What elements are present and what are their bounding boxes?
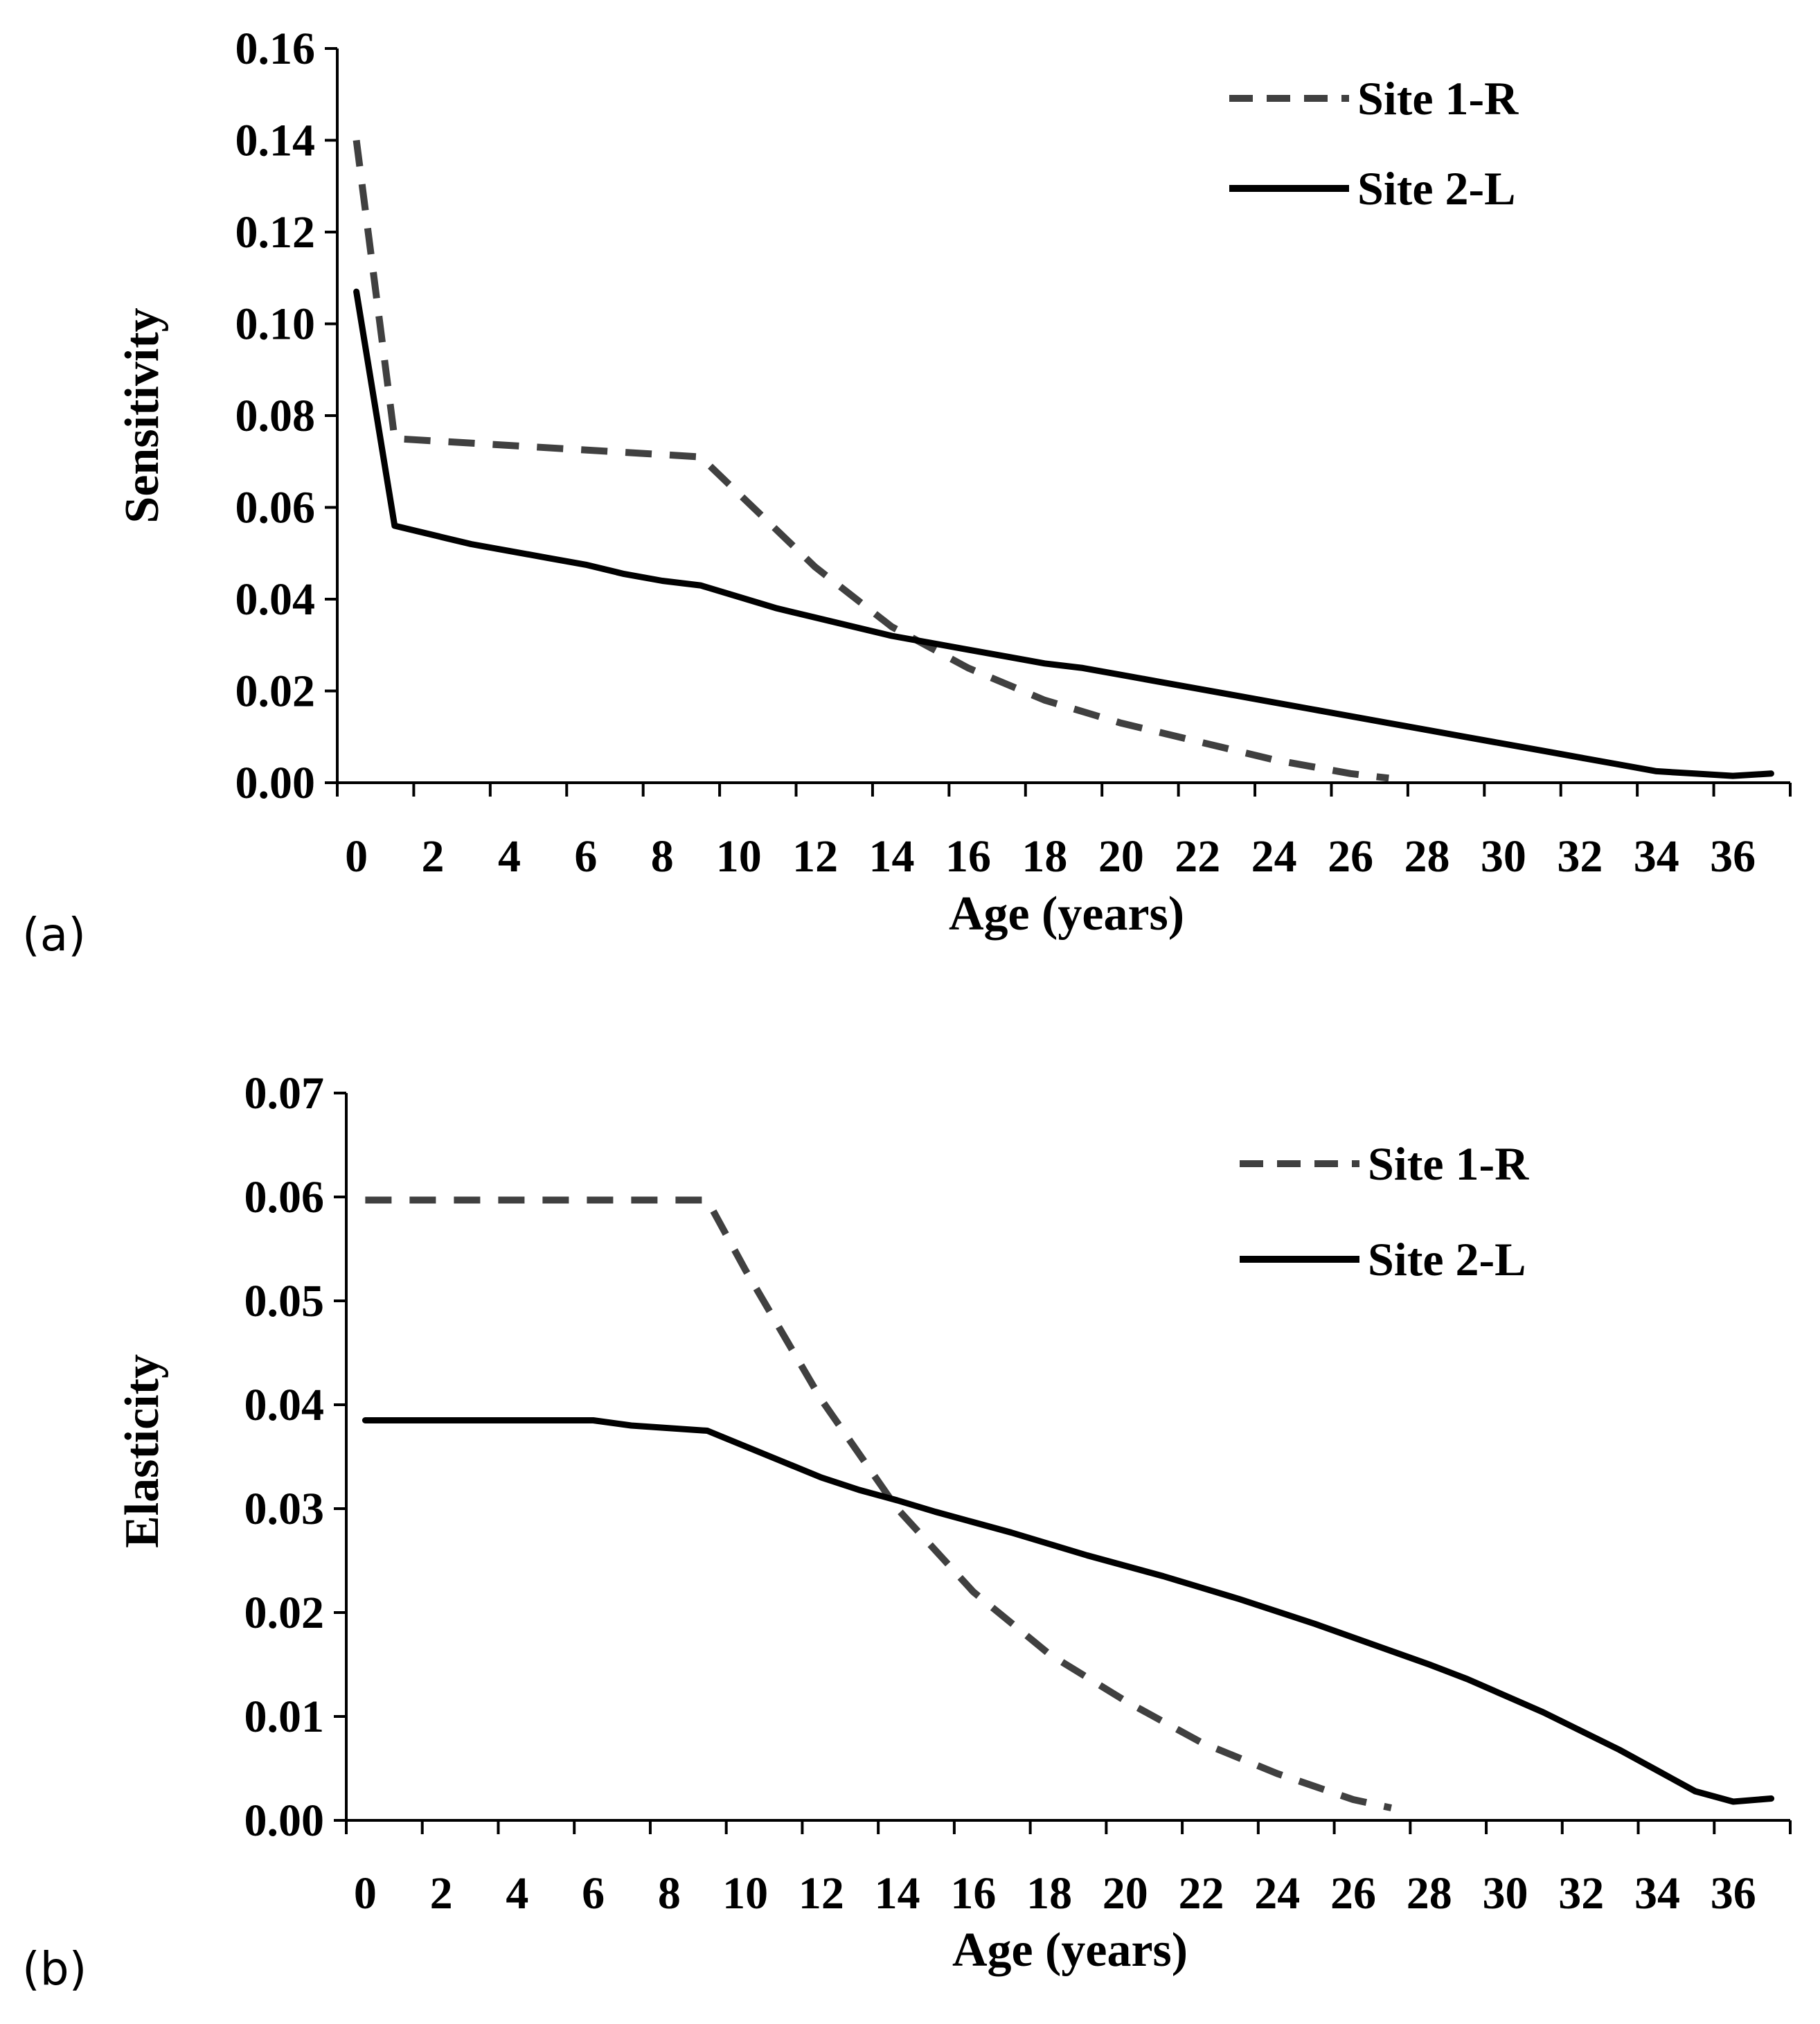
panel-a-x-tick-label: 34 [1634,831,1679,882]
panel-a-x-tick-label: 2 [422,831,445,882]
panel-b-x-tick-label: 30 [1482,1868,1528,1919]
panel-a-series [353,139,1774,782]
panel-a-y-tick-label: 0.10 [235,299,316,350]
panel-a-y-tick-label: 0.00 [235,758,316,808]
panel-b-axes [345,1093,1790,1822]
panel-b-x-tick-label: 20 [1103,1868,1148,1919]
panel-a-series-site2-line [353,288,1774,779]
panel-b-y-ticks: 0.00 0.01 0.02 0.03 0.04 0.05 0.06 0.07 [244,1068,346,1846]
panel-a-x-tick-label: 0 [345,831,368,882]
panel-a-y-tick-label: 0.08 [235,391,316,441]
panel-b-y-axis-title: Elasticity [116,1354,169,1548]
panel-a-x-tick-label: 24 [1251,831,1297,882]
panel-a-y-axis-title: Sensitivity [116,308,169,523]
panel-a-y-ticks: 0.00 0.02 0.04 0.06 0.08 0.10 0.12 0.14 0.16 [235,24,337,808]
panel-a-y-tick-label: 0.06 [235,483,316,533]
panel-a-x-tick-label: 10 [716,831,762,882]
panel-a-series-site1-line [353,139,1389,782]
panel-a-label: (a) [22,908,86,961]
panel-b-x-tick-label: 32 [1558,1868,1604,1919]
panel-b-series-site2-line [362,1417,1775,1805]
panel-b-y-tick-label: 0.07 [244,1068,325,1119]
panel-b-y-tick-label: 0.04 [244,1380,325,1430]
panel-a-x-tick-label: 6 [574,831,597,882]
panel-a-y-tick-label: 0.12 [235,207,316,258]
panel-b-legend-label-site1: Site 1-R [1368,1137,1529,1190]
panel-a-axes [336,48,1790,784]
panel-b-x-tick-label: 28 [1407,1868,1452,1919]
panel-a-x-tick-label: 8 [651,831,674,882]
panel-b-x-ticks: 0 2 4 6 8 10 12 14 16 18 20 22 24 26 28 30 32 34 36 [345,1820,1792,1919]
panel-b-x-tick-label: 34 [1634,1868,1680,1919]
panel-a-y-tick-label: 0.04 [235,574,316,625]
panel-b-legend: Site 1-R Site 2-L [1240,1137,1529,1286]
panel-a-x-tick-label: 32 [1557,831,1603,882]
panel-a-x-ticks: 0 2 4 6 8 10 12 14 16 18 20 22 24 26 28 30 32 34 36 [336,783,1792,882]
panel-a-x-axis-title: Age (years) [949,887,1184,941]
panel-a-x-tick-label: 12 [792,831,838,882]
panel-b-x-tick-label: 36 [1711,1868,1756,1919]
panel-b-x-tick-label: 24 [1254,1868,1300,1919]
panel-b-x-tick-label: 6 [582,1868,605,1919]
panel-a-legend-label-site1: Site 1-R [1357,72,1519,125]
panel-b-x-tick-label: 26 [1330,1868,1376,1919]
panel-b-elasticity-chart: 0.000.010.020.030.040.050.060.07 0 2 4 6 8 10… [22,1068,1792,1996]
panel-a-x-tick-label: 20 [1098,831,1144,882]
panel-b-y-tick-label: 0.06 [244,1172,325,1223]
panel-b-x-tick-label: 0 [354,1868,377,1919]
panel-b-y-tick-label: 0.05 [244,1276,325,1326]
panel-a-x-tick-label: 18 [1021,831,1067,882]
panel-a-y-tick-label: 0.16 [235,24,316,74]
panel-a-legend-label-site2: Site 2-L [1357,162,1516,215]
panel-b-x-tick-label: 18 [1026,1868,1072,1919]
panel-b-series [362,1196,1775,1811]
panel-b-x-tick-label: 10 [722,1868,768,1919]
panel-b-x-axis-title: Age (years) [952,1924,1188,1977]
panel-a-legend: Site 1-R Site 2-L [1229,72,1519,215]
panel-a-y-tick-label: 0.14 [235,116,316,166]
panel-a-x-tick-label: 28 [1404,831,1450,882]
panel-a-x-tick-label: 14 [869,831,915,882]
panel-b-x-tick-label: 8 [658,1868,681,1919]
panel-a-x-tick-label: 30 [1481,831,1526,882]
panel-a-x-tick-label: 26 [1328,831,1373,882]
panel-a-x-tick-label: 16 [945,831,991,882]
panel-b-y-tick-label: 0.01 [244,1692,325,1742]
panel-b-x-tick-label: 12 [799,1868,844,1919]
panel-b-y-tick-label: 0.02 [244,1588,325,1638]
panel-a-y-tick-label: 0.02 [235,666,316,717]
panel-b-x-tick-label: 4 [506,1868,528,1919]
panel-b-x-tick-label: 14 [875,1868,920,1919]
panel-b-legend-label-site2: Site 2-L [1368,1233,1526,1286]
panel-b-y-tick-label: 0.03 [244,1484,325,1534]
panel-b-x-tick-label: 22 [1179,1868,1224,1919]
panel-b-label: (b) [22,1942,87,1996]
panel-b-x-tick-label: 16 [950,1868,996,1919]
panel-b-y-tick-label: 0.00 [244,1795,325,1846]
panel-b-series-site1-line [365,1196,1392,1811]
panel-b-x-tick-label: 2 [430,1868,453,1919]
panel-a-x-tick-label: 22 [1175,831,1220,882]
panel-a-x-tick-label: 4 [498,831,521,882]
panel-a-x-tick-label: 36 [1710,831,1756,882]
